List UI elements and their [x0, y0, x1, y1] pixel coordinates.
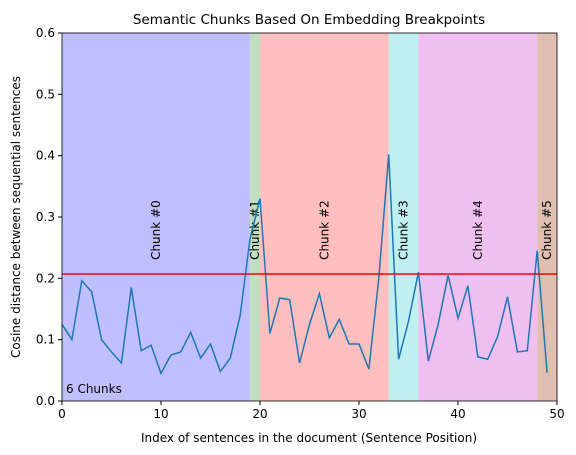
y-tick-label: 0.0: [36, 394, 55, 408]
x-tick-label: 10: [153, 407, 168, 421]
chunk-label: Chunk #0: [149, 200, 163, 260]
chunk-label: Chunk #4: [471, 200, 485, 260]
x-tick-label: 50: [549, 407, 564, 421]
chunk-label: Chunk #1: [248, 200, 262, 260]
annotation: 6 Chunks: [66, 382, 122, 396]
chunk-label: Chunk #5: [540, 200, 554, 260]
x-tick-label: 0: [58, 407, 66, 421]
chunk-region: [260, 33, 389, 401]
x-tick-label: 40: [450, 407, 465, 421]
y-axis-label: Cosine distance between sequential sente…: [9, 76, 23, 358]
y-tick-label: 0.5: [36, 87, 55, 101]
data-line: [61, 154, 548, 376]
x-tick-label: 30: [351, 407, 366, 421]
y-tick-label: 0.2: [36, 271, 55, 285]
x-tick-label: 20: [252, 407, 267, 421]
chunk-region: [62, 33, 251, 401]
chunk-region: [418, 33, 538, 401]
chunk-label: Chunk #2: [317, 200, 331, 260]
y-tick-label: 0.3: [36, 210, 55, 224]
chunk-label: Chunk #3: [397, 200, 411, 260]
x-axis-label: Index of sentences in the document (Sent…: [141, 431, 477, 445]
y-tick-label: 0.1: [36, 333, 55, 347]
y-tick-label: 0.4: [36, 149, 55, 163]
chart-title: Semantic Chunks Based On Embedding Break…: [133, 12, 485, 28]
y-tick-label: 0.6: [36, 26, 55, 40]
